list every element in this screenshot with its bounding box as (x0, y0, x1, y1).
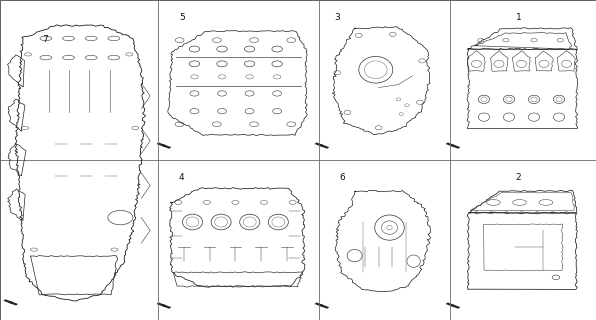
Text: 5: 5 (179, 13, 185, 22)
Ellipse shape (175, 38, 184, 43)
Polygon shape (319, 304, 329, 309)
Polygon shape (162, 304, 171, 309)
Ellipse shape (30, 248, 38, 251)
Ellipse shape (334, 71, 341, 75)
Ellipse shape (417, 100, 423, 104)
Text: 7: 7 (42, 36, 48, 44)
Polygon shape (451, 304, 460, 309)
Ellipse shape (557, 38, 563, 42)
Polygon shape (451, 144, 460, 149)
Polygon shape (446, 142, 455, 147)
Polygon shape (4, 299, 13, 304)
Ellipse shape (355, 33, 362, 37)
Polygon shape (315, 302, 324, 307)
Ellipse shape (111, 248, 118, 251)
Ellipse shape (503, 38, 509, 42)
Ellipse shape (287, 122, 296, 127)
Ellipse shape (250, 38, 259, 43)
Ellipse shape (250, 122, 259, 127)
Ellipse shape (419, 59, 426, 63)
Ellipse shape (531, 38, 537, 42)
Ellipse shape (24, 53, 32, 56)
Text: 4: 4 (179, 173, 185, 182)
Text: 2: 2 (516, 173, 522, 182)
Polygon shape (162, 144, 171, 149)
Ellipse shape (126, 53, 133, 56)
Polygon shape (446, 302, 455, 307)
Ellipse shape (344, 110, 351, 115)
Ellipse shape (212, 122, 221, 127)
Ellipse shape (21, 126, 29, 130)
Text: 3: 3 (334, 13, 340, 22)
Polygon shape (319, 144, 329, 149)
Ellipse shape (212, 38, 221, 43)
Polygon shape (157, 142, 166, 147)
Ellipse shape (132, 126, 139, 130)
Text: 6: 6 (340, 173, 346, 182)
Polygon shape (315, 142, 324, 147)
Polygon shape (157, 302, 166, 307)
Ellipse shape (389, 32, 396, 36)
Polygon shape (8, 301, 18, 306)
Ellipse shape (287, 38, 296, 43)
Ellipse shape (175, 122, 184, 127)
Ellipse shape (375, 126, 382, 130)
Ellipse shape (477, 38, 484, 42)
Text: 1: 1 (516, 13, 522, 22)
